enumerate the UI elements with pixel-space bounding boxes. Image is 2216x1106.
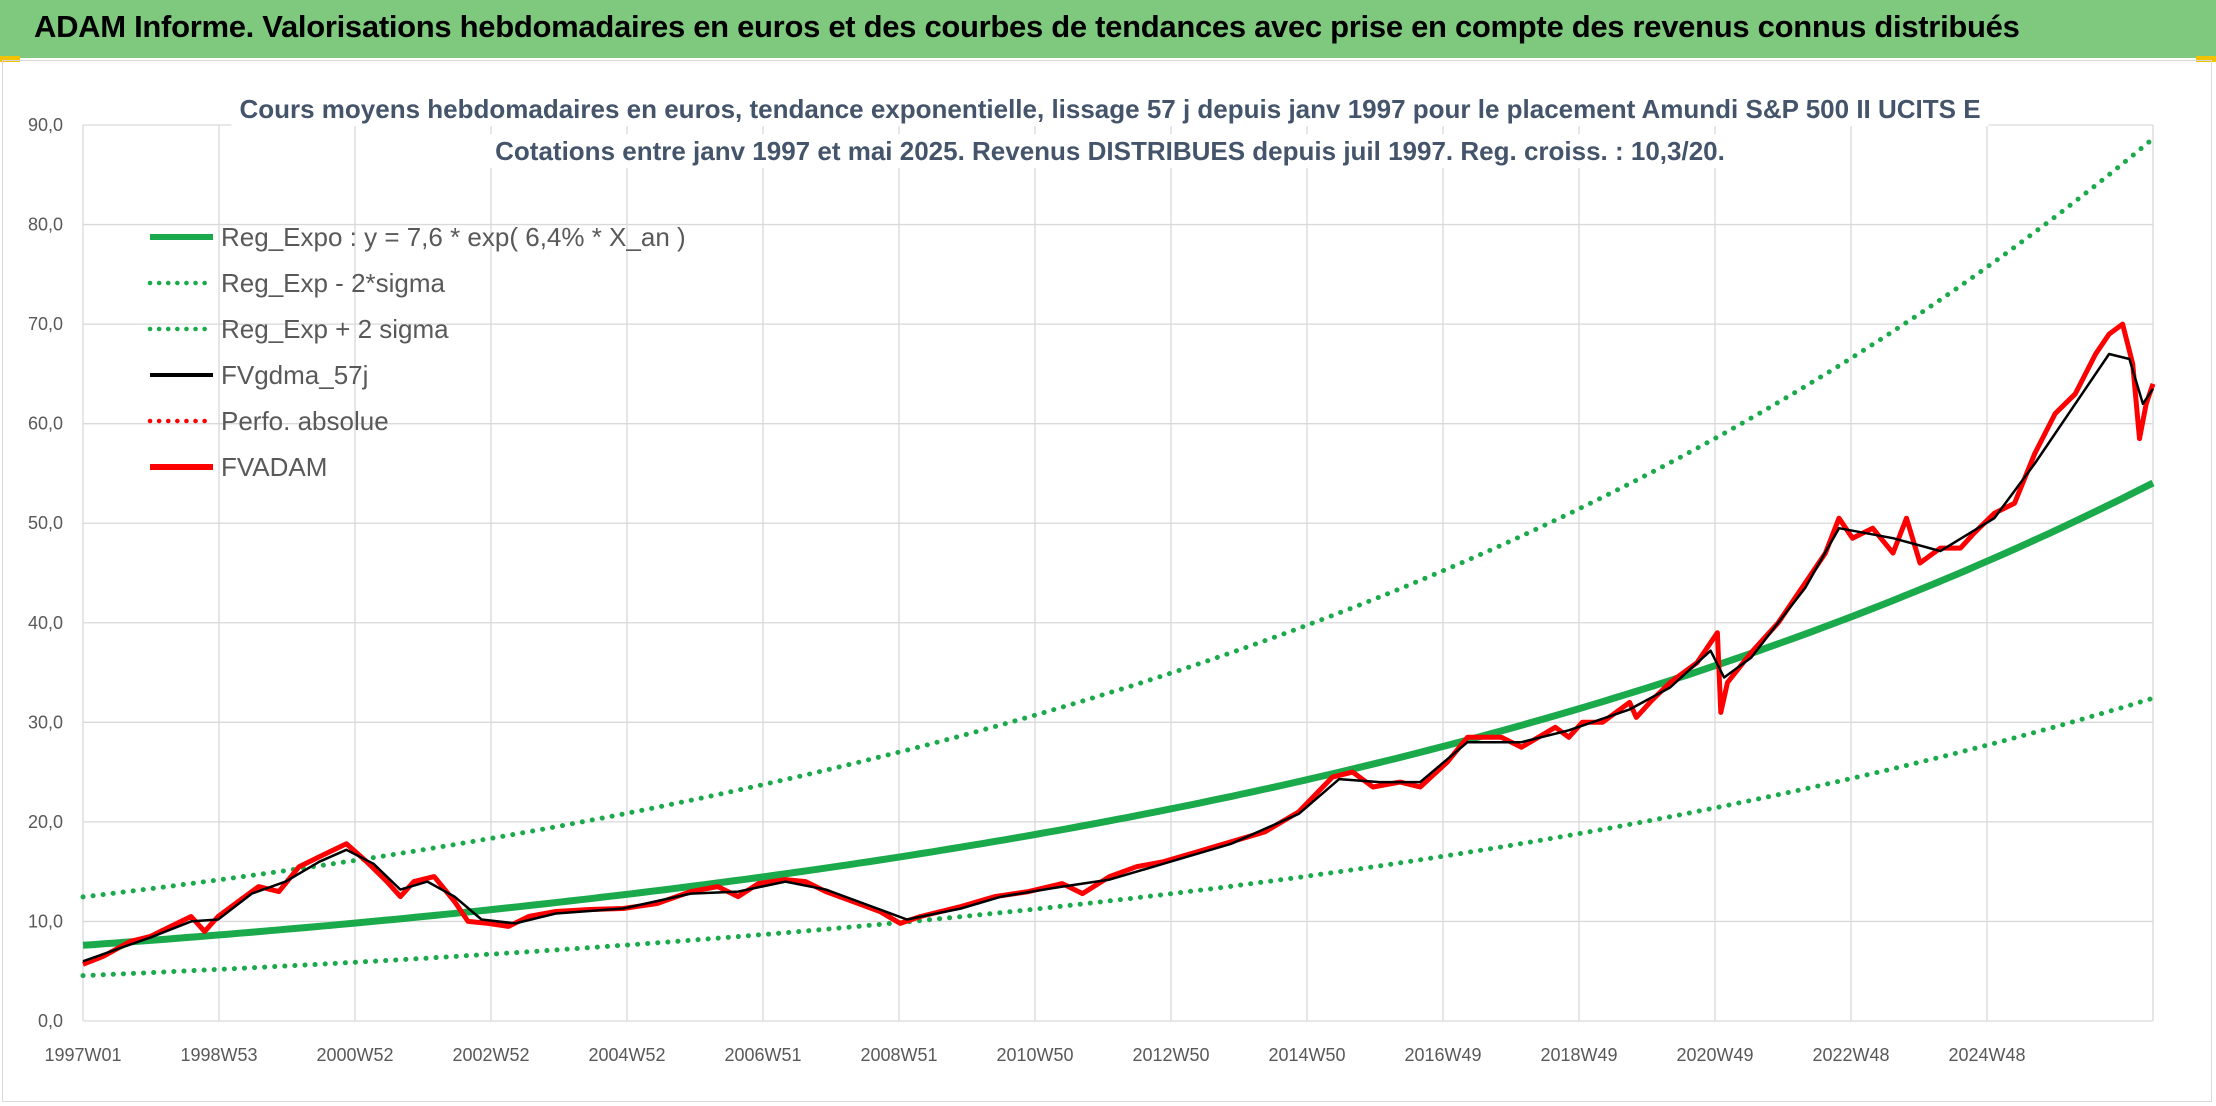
corner-mark-left <box>0 56 20 62</box>
reg-expo-line <box>82 479 2155 949</box>
report-banner: ADAM Informe. Valorisations hebdomadaire… <box>0 0 2216 58</box>
x-tick-label: 2020W49 <box>1676 1045 1753 1065</box>
x-tick-label: 2004W52 <box>588 1045 665 1065</box>
chart-title-backing <box>231 92 1989 126</box>
y-axis: 0,0 10,0 20,0 30,0 40,0 50,0 60,0 70,0 80,0 90,0 <box>28 115 63 1031</box>
x-tick-label: 2024W48 <box>1948 1045 2025 1065</box>
y-tick-label: 40,0 <box>28 613 63 633</box>
banner-title: ADAM Informe. Valorisations hebdomadaire… <box>34 9 2020 44</box>
legend-label: FVgdma_57j <box>221 360 368 390</box>
series-layer <box>80 136 2156 979</box>
chart-title: Cours moyens hebdomadaires en euros, ten… <box>231 92 1989 168</box>
x-tick-label: 2022W48 <box>1812 1045 1889 1065</box>
y-tick-label: 90,0 <box>28 115 63 135</box>
x-tick-label: 2018W49 <box>1540 1045 1617 1065</box>
x-tick-label: 2000W52 <box>316 1045 393 1065</box>
legend-item: Perfo. absolue <box>147 406 389 436</box>
legend-item: Reg_Expo : y = 7,6 * exp( 6,4% * X_an ) <box>150 222 686 252</box>
legend-item: Reg_Exp + 2 sigma <box>147 314 449 344</box>
fvgdma-57j-line <box>82 352 2155 963</box>
y-tick-label: 80,0 <box>28 215 63 235</box>
x-tick-label: 2002W52 <box>452 1045 529 1065</box>
legend-label: Perfo. absolue <box>221 406 389 436</box>
reg-exp-minus-2sigma-line <box>80 695 2156 979</box>
chart-title-line: Cotations entre janv 1997 et mai 2025. R… <box>495 136 1725 166</box>
fvadam-line <box>82 321 2156 967</box>
x-tick-label: 2010W50 <box>996 1045 1073 1065</box>
legend-label: FVADAM <box>221 452 327 482</box>
legend-label: Reg_Exp + 2 sigma <box>221 314 449 344</box>
legend-label: Reg_Expo : y = 7,6 * exp( 6,4% * X_an ) <box>221 222 686 252</box>
reg-exp-plus-2sigma-line <box>80 136 2156 900</box>
x-tick-label: 2008W51 <box>860 1045 937 1065</box>
legend-item: Reg_Exp - 2*sigma <box>147 268 446 298</box>
legend: Reg_Expo : y = 7,6 * exp( 6,4% * X_an ) R… <box>147 222 686 482</box>
x-tick-label: 2014W50 <box>1268 1045 1345 1065</box>
y-tick-label: 70,0 <box>28 314 63 334</box>
legend-item: FVgdma_57j <box>150 360 368 390</box>
chart-title-backing <box>487 134 1733 168</box>
y-tick-label: 30,0 <box>28 712 63 732</box>
legend-item: FVADAM <box>150 452 327 482</box>
chart-frame <box>2 60 2212 1102</box>
x-axis: 1997W01 1998W53 2000W52 2002W52 2004W52 2006W… <box>44 1045 2025 1065</box>
chart-title-line: Cours moyens hebdomadaires en euros, ten… <box>239 94 1980 124</box>
x-tick-label: 2016W49 <box>1404 1045 1481 1065</box>
y-tick-label: 50,0 <box>28 513 63 533</box>
corner-mark-right <box>2196 56 2216 62</box>
x-tick-label: 2006W51 <box>724 1045 801 1065</box>
legend-label: Reg_Exp - 2*sigma <box>221 268 446 298</box>
y-tick-label: 0,0 <box>38 1011 63 1031</box>
x-tick-label: 2012W50 <box>1132 1045 1209 1065</box>
x-tick-label: 1998W53 <box>180 1045 257 1065</box>
x-tick-label: 1997W01 <box>44 1045 121 1065</box>
y-tick-label: 10,0 <box>28 911 63 931</box>
y-tick-label: 60,0 <box>28 414 63 434</box>
y-tick-label: 20,0 <box>28 812 63 832</box>
